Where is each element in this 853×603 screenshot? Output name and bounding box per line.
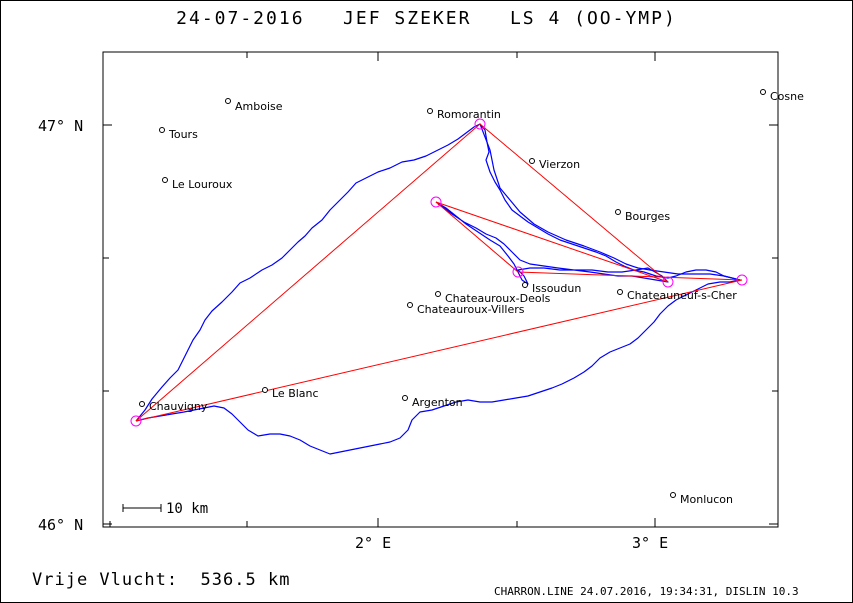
place-bourges: Bourges <box>625 210 670 223</box>
lat-label-47: 47° N <box>38 117 83 135</box>
place-romorantin: Romorantin <box>437 108 501 121</box>
glider-name: LS 4 (OO-YMP) <box>509 8 677 29</box>
distance-value: 536.5 km <box>200 570 291 590</box>
task-lines <box>135 123 743 422</box>
turnpoints <box>130 118 748 427</box>
place-argenton: Argenton <box>412 396 463 409</box>
flight-track <box>135 123 741 455</box>
lat-label-46: 46° N <box>38 516 83 534</box>
distance-label: Vrije Vlucht: <box>32 570 179 590</box>
pilot-name: JEF SZEKER <box>343 8 472 29</box>
place-issoudun: Issoudun <box>532 282 581 295</box>
left-ticks <box>103 52 778 527</box>
flight-track-inner <box>435 201 669 285</box>
flight-date: 24-07-2016 <box>176 8 305 29</box>
place-chauvigny: Chauvigny <box>149 400 208 413</box>
place-markers <box>139 89 766 498</box>
flight-track-leg <box>479 123 741 281</box>
place-amboise: Amboise <box>235 100 283 113</box>
place-chateauneuf: Chateauneuf-s-Cher <box>627 289 737 302</box>
scale-bar <box>122 504 162 512</box>
plot-area <box>102 51 779 528</box>
place-tours: Tours <box>168 128 198 141</box>
flight-title: 24-07-2016 JEF SZEKER LS 4 (OO-YMP) <box>0 8 853 29</box>
place-le-louroux: Le Louroux <box>172 178 233 191</box>
place-cosne: Cosne <box>770 90 804 103</box>
place-monlucon: Monlucon <box>680 493 733 506</box>
place-le-blanc: Le Blanc <box>272 387 319 400</box>
lon-label-3: 3° E <box>632 534 668 552</box>
software-credit: CHARRON.LINE 24.07.2016, 19:34:31, DISLI… <box>494 585 799 598</box>
distance-summary: Vrije Vlucht: 536.5 km <box>32 570 290 590</box>
scale-bar-label: 10 km <box>166 501 208 517</box>
place-chateauroux-villers: Chateauroux-Villers <box>417 303 525 316</box>
place-vierzon: Vierzon <box>539 158 580 171</box>
place-chateauroux-deols: Chateauroux-Deols <box>445 292 551 305</box>
lon-label-2: 2° E <box>355 534 391 552</box>
